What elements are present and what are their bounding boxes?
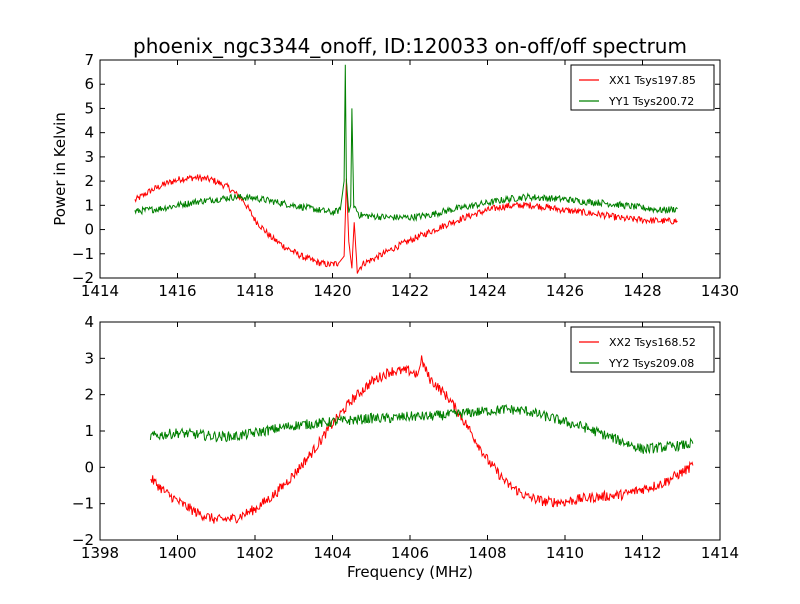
legend-label: YY1 Tsys200.72 [608, 95, 694, 108]
x-tick-label: 1414 [81, 282, 119, 300]
x-tick-label: 1424 [468, 282, 506, 300]
legend-label: YY2 Tsys209.08 [608, 357, 694, 370]
y-tick-label: 2 [84, 386, 94, 404]
y-tick-label: 3 [84, 148, 94, 166]
y-tick-label: −1 [72, 245, 94, 263]
series-line-xx1-tsys197-85 [134, 173, 678, 274]
series-line-yy2-tsys209-08 [149, 403, 694, 455]
y-tick-label: 5 [84, 99, 94, 117]
y-tick-label: 1 [84, 196, 94, 214]
y-tick-label: 2 [84, 172, 94, 190]
x-tick-label: 1428 [623, 282, 661, 300]
y-tick-label: 0 [84, 221, 94, 239]
legend-box [570, 64, 715, 111]
y-tick-label: −2 [72, 269, 94, 287]
figure-title: phoenix_ngc3344_onoff, ID:120033 on-off/… [133, 34, 687, 58]
y-tick-label: 0 [84, 458, 94, 476]
chart-panel-2: 1398 1400 1402 1404 1406 1408 1410 1412 1414−2−1… [72, 313, 739, 562]
x-tick-label: 1426 [546, 282, 584, 300]
x-tick-label: 1400 [158, 544, 196, 562]
legend-label: XX1 Tsys197.85 [609, 74, 696, 87]
x-tick-label: 1404 [313, 544, 351, 562]
legend-box [570, 326, 715, 373]
y-tick-label: 4 [84, 313, 94, 331]
x-tick-label: 1402 [236, 544, 274, 562]
x-tick-label: 1416 [158, 282, 196, 300]
x-tick-label: 1422 [391, 282, 429, 300]
x-tick-label: 1418 [236, 282, 274, 300]
x-tick-label: 1414 [701, 544, 739, 562]
x-tick-label: 1412 [623, 544, 661, 562]
y-tick-label: 3 [84, 349, 94, 367]
x-axis-label: Frequency (MHz) [347, 563, 473, 581]
chart-panel-1: 1414 1416 1418 1420 1422 1424 1426 1428 1430−2−1… [51, 51, 739, 300]
y-tick-label: 1 [84, 422, 94, 440]
series-line-xx2-tsys168-52 [150, 355, 694, 524]
series-line-yy1-tsys200-72 [134, 64, 678, 222]
x-tick-label: 1420 [313, 282, 351, 300]
x-tick-label: 1398 [81, 544, 119, 562]
y-tick-label: 4 [84, 124, 94, 142]
legend-label: XX2 Tsys168.52 [609, 336, 696, 349]
y-axis-label: Power in Kelvin [51, 112, 69, 226]
x-tick-label: 1430 [701, 282, 739, 300]
x-tick-label: 1410 [546, 544, 584, 562]
y-tick-label: −2 [72, 531, 94, 549]
y-tick-label: −1 [72, 495, 94, 513]
y-tick-label: 6 [84, 75, 94, 93]
y-tick-label: 7 [84, 51, 94, 69]
x-tick-label: 1408 [468, 544, 506, 562]
x-tick-label: 1406 [391, 544, 429, 562]
